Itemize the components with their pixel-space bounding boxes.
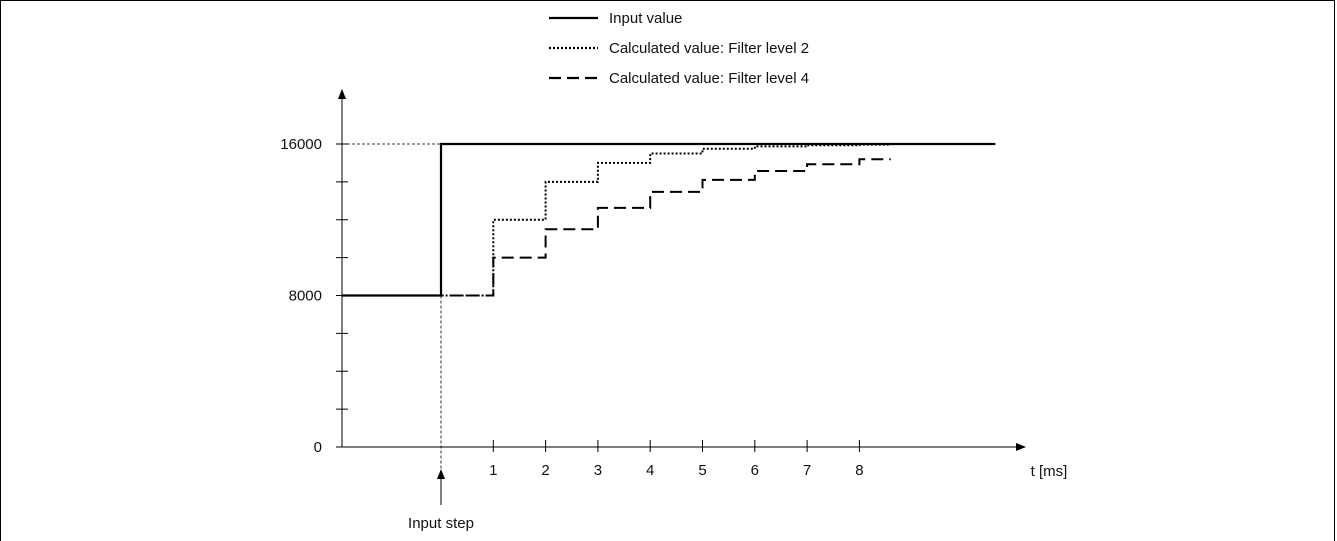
legend-label: Calculated value: Filter level 4: [609, 70, 809, 87]
series-layer: [341, 142, 996, 297]
series-line-3: [341, 158, 891, 297]
annotation: Input step: [408, 469, 474, 532]
x-tick-label: 7: [803, 462, 811, 479]
legend: Input value Calculated value: Filter leve…: [549, 10, 809, 87]
legend-label: Calculated value: Filter level 2: [609, 40, 809, 57]
series-line-1: [341, 142, 996, 297]
series-line-2: [341, 143, 891, 297]
y-tick-label: 16000: [280, 136, 322, 153]
x-tick-label: 8: [855, 462, 863, 479]
x-tick-label: 6: [751, 462, 759, 479]
x-tick-label: 3: [594, 462, 602, 479]
axes: 1 2 3 4 5 6 7 8 t [ms] 0 8000 16000: [280, 89, 1068, 482]
legend-label: Input value: [609, 10, 682, 27]
x-tick-label: 2: [541, 462, 549, 479]
x-tick-label: 4: [646, 462, 654, 479]
y-tick-label: 0: [314, 439, 322, 456]
x-axis-label: t [ms]: [1031, 463, 1068, 480]
y-tick-label: 8000: [289, 288, 322, 305]
x-tick-label: 5: [698, 462, 706, 479]
input-step-label: Input step: [408, 515, 474, 532]
x-tick-label: 1: [489, 462, 497, 479]
